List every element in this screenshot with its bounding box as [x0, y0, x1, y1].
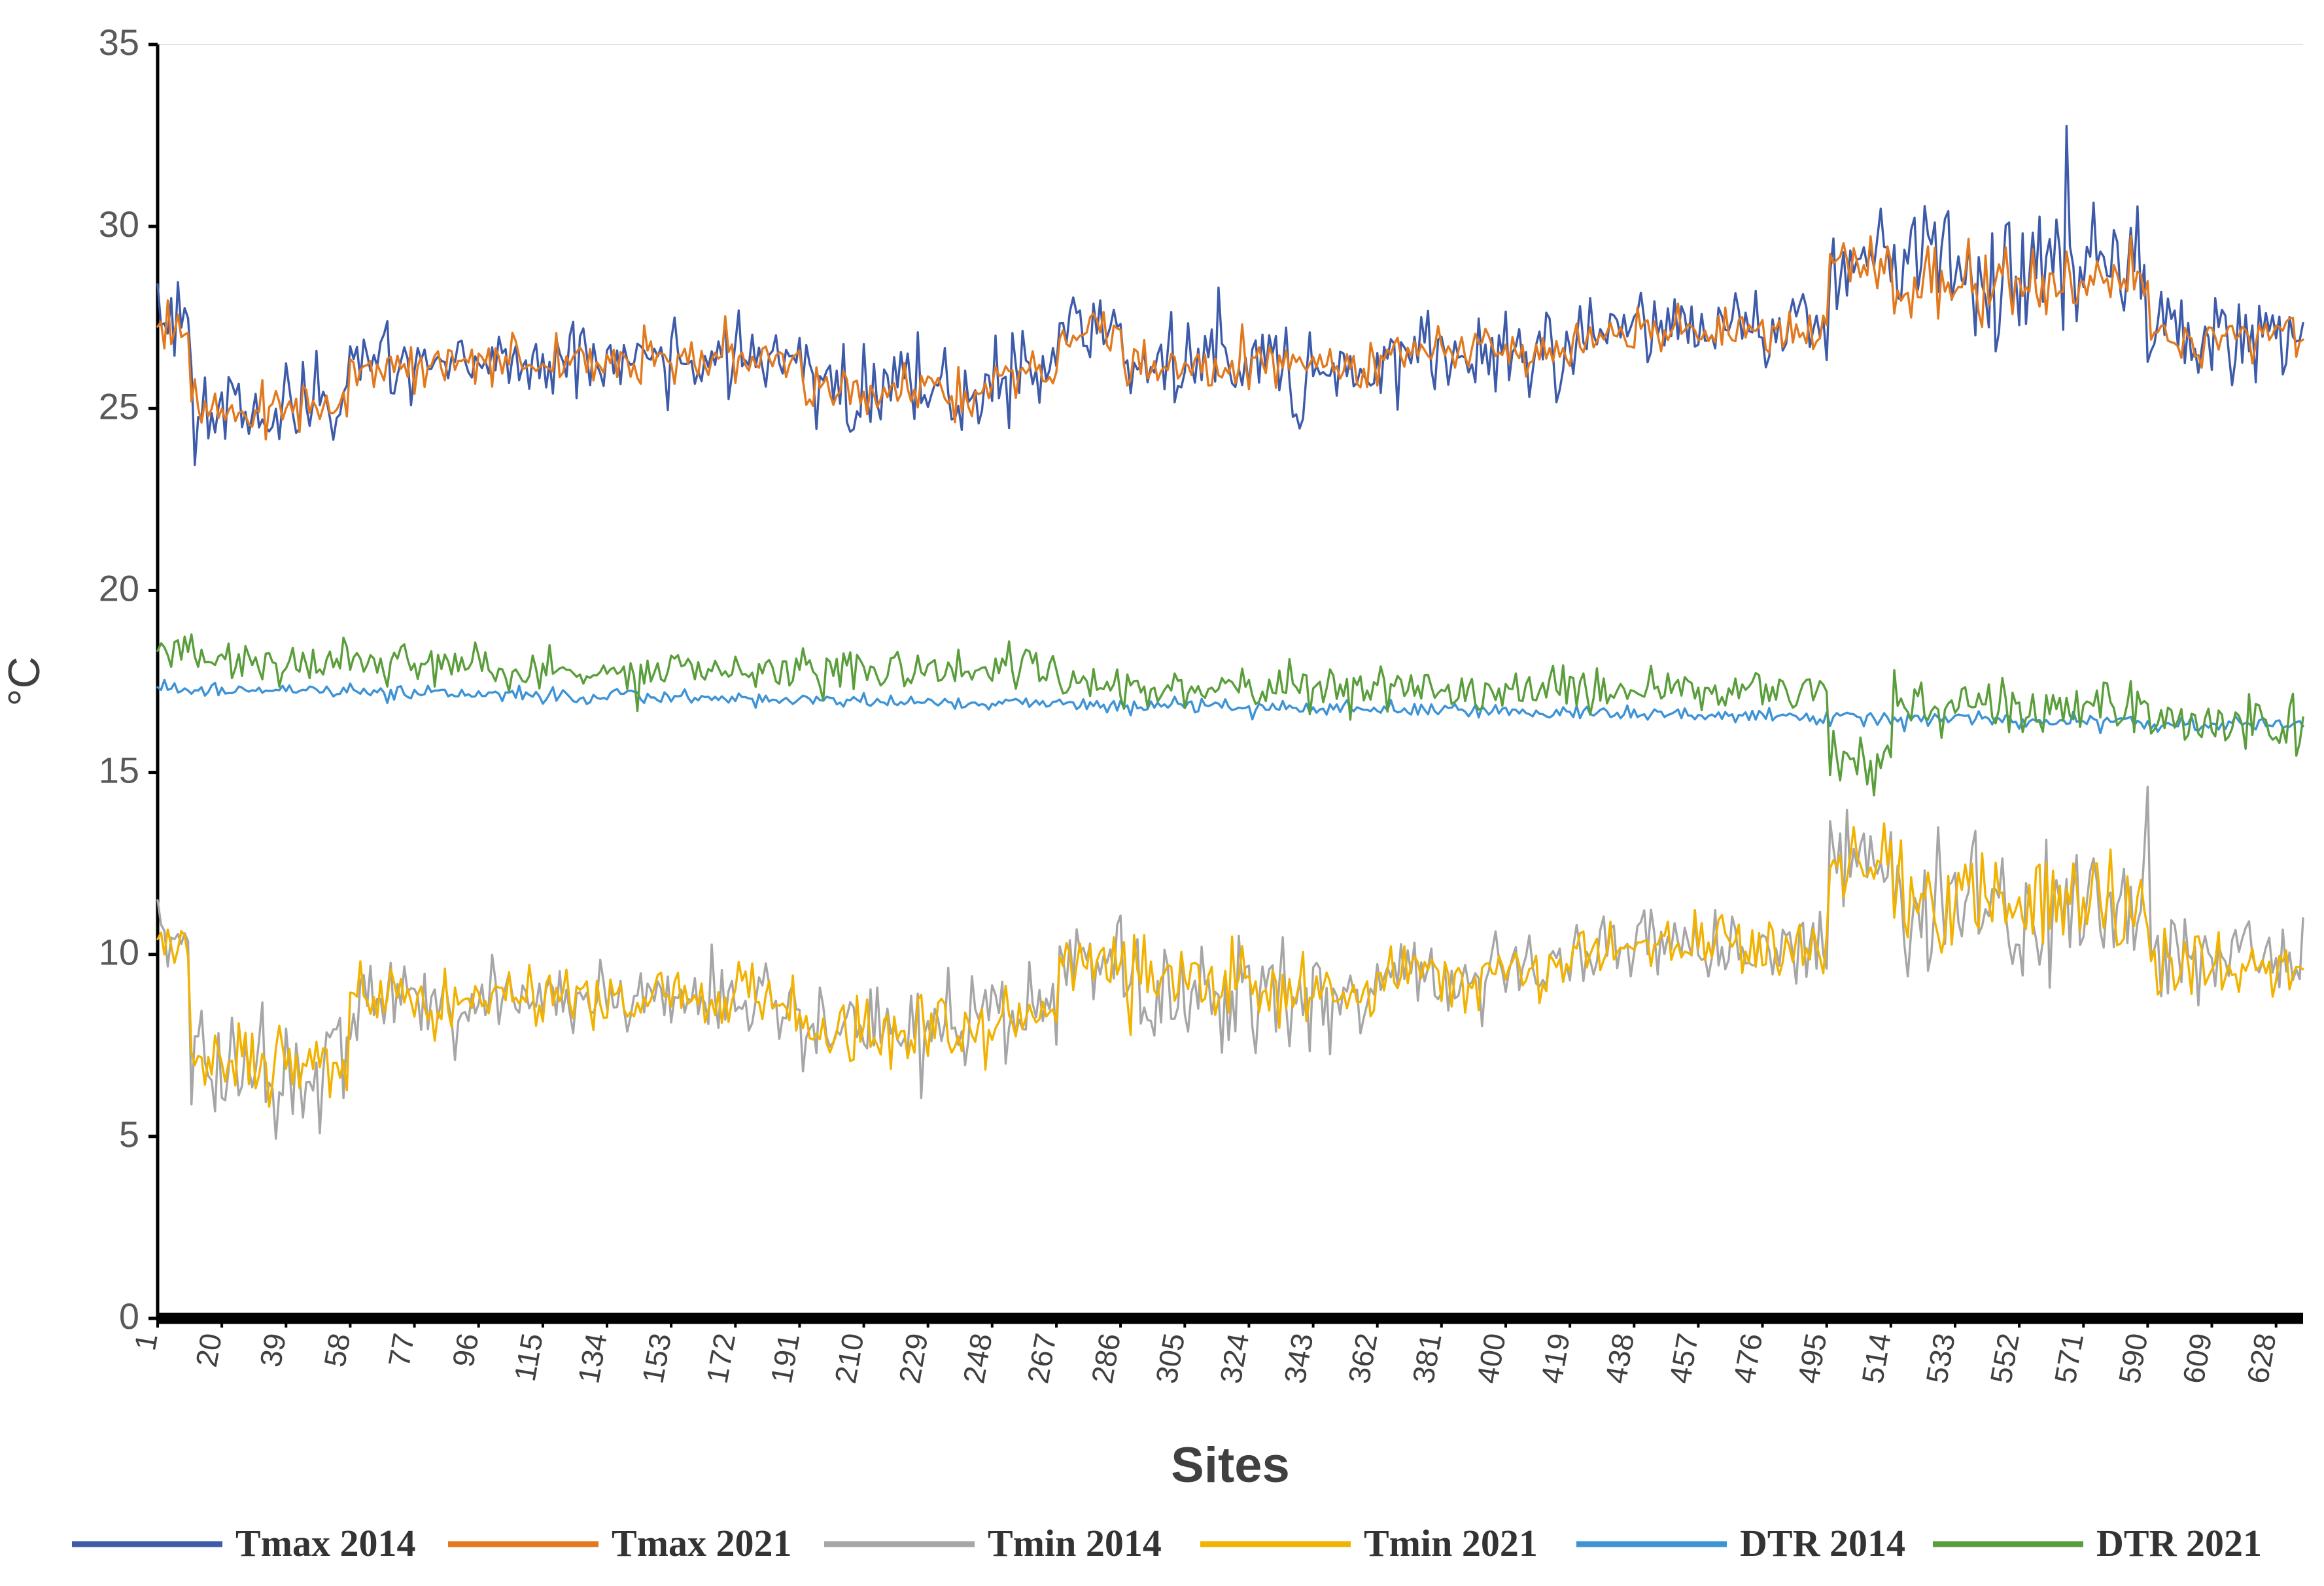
svg-text:Tmax 2021: Tmax 2021 [612, 1522, 792, 1564]
svg-text:Tmin 2014: Tmin 2014 [988, 1522, 1162, 1564]
svg-text:15: 15 [99, 750, 139, 791]
svg-text:10: 10 [99, 932, 139, 973]
svg-text:0: 0 [119, 1295, 139, 1337]
svg-text:°C: °C [0, 656, 49, 706]
svg-text:Tmin 2021: Tmin 2021 [1364, 1522, 1538, 1564]
svg-text:DTR 2014: DTR 2014 [1740, 1522, 1905, 1564]
svg-text:77: 77 [381, 1331, 421, 1369]
svg-text:39: 39 [253, 1331, 292, 1369]
svg-text:5: 5 [119, 1114, 139, 1155]
svg-text:20: 20 [189, 1331, 228, 1369]
svg-text:30: 30 [99, 203, 139, 245]
svg-text:96: 96 [445, 1331, 485, 1369]
svg-text:25: 25 [99, 385, 139, 427]
svg-text:35: 35 [99, 22, 139, 63]
svg-text:Sites: Sites [1171, 1437, 1290, 1493]
svg-text:Tmax 2014: Tmax 2014 [235, 1522, 416, 1564]
svg-text:DTR 2021: DTR 2021 [2096, 1522, 2262, 1564]
svg-text:58: 58 [317, 1331, 356, 1369]
svg-text:20: 20 [99, 567, 139, 608]
